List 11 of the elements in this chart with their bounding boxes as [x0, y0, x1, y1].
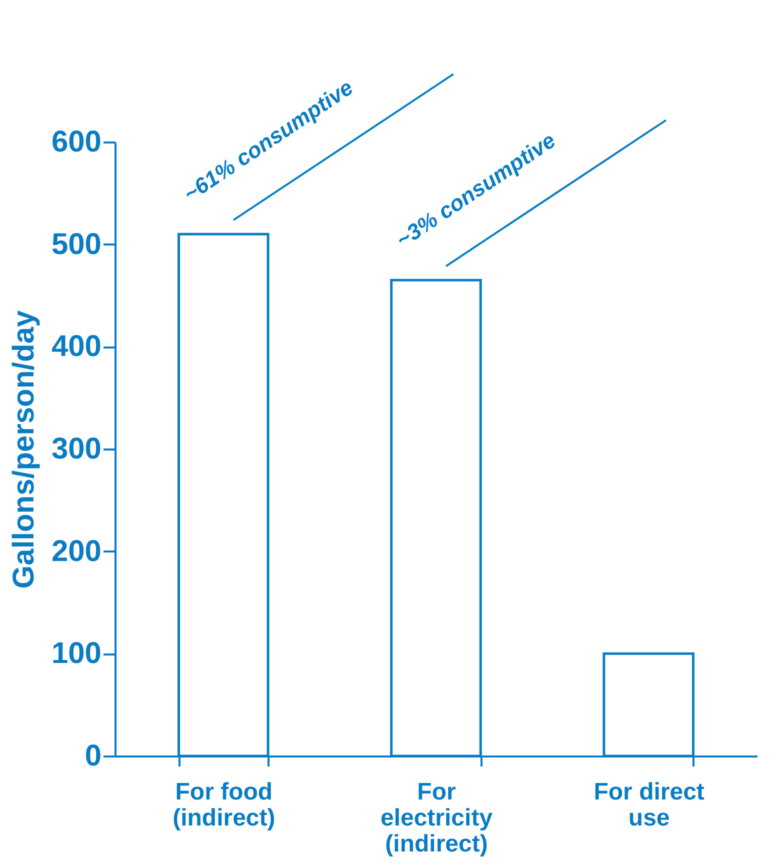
x-tick-label: For electricity (indirect) [380, 778, 494, 858]
y-axis-title: Gallons/person/day [7, 310, 40, 589]
x-tick-label: For food (indirect) [172, 778, 276, 832]
y-tick-label: 0 [84, 740, 102, 772]
y-tick-label: 100 [51, 637, 102, 670]
y-tick-label: 600 [51, 126, 102, 158]
y-tick-label: 500 [51, 228, 102, 261]
y-tick-label: 300 [51, 432, 102, 466]
x-tick-label: For direct use [594, 778, 704, 832]
y-tick-label: 200 [51, 534, 102, 568]
y-tick-label: 400 [51, 330, 102, 364]
